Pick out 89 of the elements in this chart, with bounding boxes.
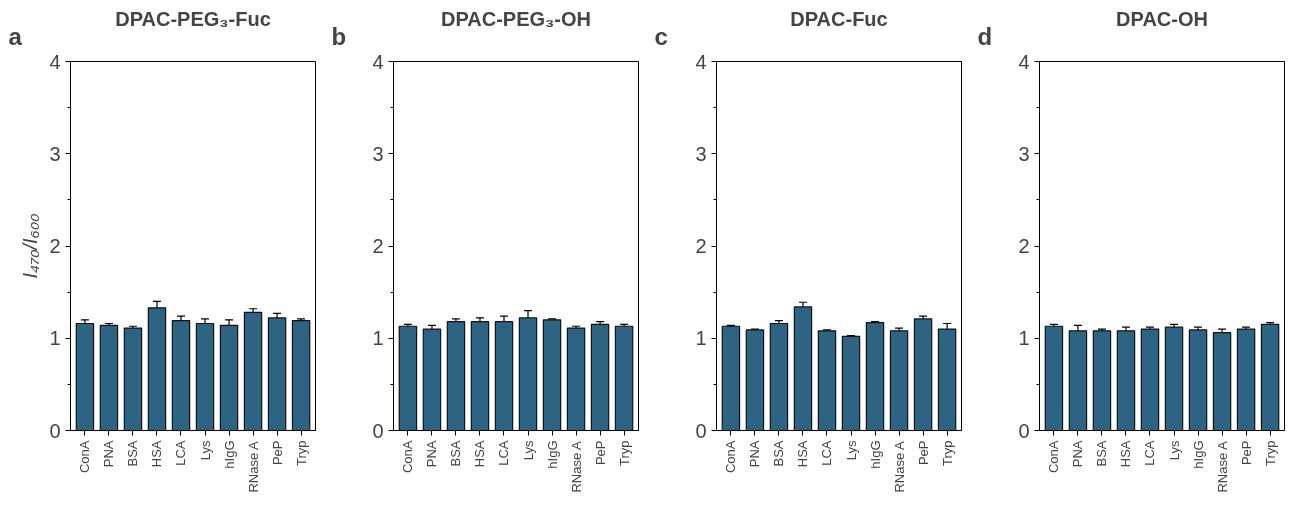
x-tick-label: Lys — [843, 440, 859, 461]
y-tick-label: 3 — [49, 142, 61, 165]
bar — [75, 322, 95, 431]
x-tick-label: hIgG — [544, 440, 560, 469]
y-tick-label: 0 — [1018, 419, 1030, 442]
x-tick-label: ConA — [77, 440, 93, 474]
x-tick-label: hIgG — [867, 440, 883, 469]
chart-title: DPAC-PEG₃-OH — [441, 7, 591, 30]
chart-title: DPAC-Fuc — [790, 7, 888, 30]
y-tick-label: 4 — [49, 50, 61, 73]
y-tick-label: 1 — [49, 327, 61, 350]
text: a — [8, 22, 23, 50]
bar — [913, 318, 933, 431]
x-tick-label: ConA — [1046, 440, 1062, 474]
y-tick-label: 0 — [49, 419, 61, 442]
x-tick-label: HSA — [1118, 440, 1134, 468]
x-tick-label: Tryp — [1262, 440, 1278, 467]
x-tick-label: hIgG — [1190, 440, 1206, 469]
x-tick-label: BSA — [448, 440, 464, 467]
x-tick-label: ConA — [723, 440, 739, 474]
x-tick-label: PeP — [269, 440, 285, 466]
y-tick-label: 1 — [695, 327, 707, 350]
y-tick-label: 0 — [372, 419, 384, 442]
bar — [889, 330, 909, 431]
bar — [291, 320, 311, 431]
y-tick-label: 2 — [49, 235, 61, 257]
y-axis-title: I₄₇₀/I₆₀₀ — [19, 213, 42, 279]
x-tick-label: Tryp — [939, 440, 955, 467]
y-tick-label: 4 — [1018, 50, 1030, 73]
text: b — [331, 22, 347, 50]
x-tick-label: BSA — [125, 440, 141, 467]
chart-title: DPAC-PEG₃-Fuc — [115, 7, 271, 30]
y-tick-label: 3 — [1018, 142, 1030, 165]
x-tick-label: RNase A — [891, 440, 907, 493]
y-tick-label: 0 — [695, 419, 707, 442]
x-tick-label: Tryp — [616, 440, 632, 467]
x-tick-label: PNA — [424, 440, 440, 468]
x-tick-label: BSA — [771, 440, 787, 467]
bar — [817, 330, 837, 431]
x-tick-label: RNase A — [245, 440, 261, 493]
x-tick-label: Lys — [1166, 440, 1182, 461]
x-tick-label: LCA — [1142, 440, 1158, 466]
x-tick-label: HSA — [149, 440, 165, 468]
y-tick-label: 1 — [1018, 327, 1030, 350]
bar — [769, 322, 789, 431]
x-tick-label: PNA — [101, 440, 117, 468]
x-tick-label: PeP — [915, 440, 931, 466]
x-tick-label: BSA — [1094, 440, 1110, 467]
x-tick-label: PNA — [747, 440, 763, 468]
y-tick-label: 2 — [1018, 235, 1030, 257]
bar — [267, 317, 287, 431]
y-tick-label: 3 — [695, 142, 707, 165]
chart-title: DPAC-OH — [1116, 7, 1208, 30]
x-tick-label: PNA — [1070, 440, 1086, 468]
x-tick-label: HSA — [795, 440, 811, 468]
bar — [937, 328, 957, 431]
bar — [793, 306, 813, 431]
x-tick-label: PeP — [592, 440, 608, 466]
y-tick-label: 2 — [695, 235, 707, 257]
x-tick-label: LCA — [496, 440, 512, 466]
x-tick-label: RNase A — [1214, 440, 1230, 493]
y-tick-label: 3 — [372, 142, 384, 165]
x-tick-label: ConA — [400, 440, 416, 474]
x-tick-label: hIgG — [221, 440, 237, 469]
x-tick-label: LCA — [819, 440, 835, 466]
y-tick-label: 4 — [372, 50, 384, 73]
bar — [745, 329, 765, 431]
bar — [841, 335, 861, 431]
bar — [865, 321, 885, 431]
bar — [721, 325, 741, 431]
bar — [147, 307, 167, 431]
y-tick-label: 1 — [372, 327, 384, 350]
bar — [243, 311, 263, 431]
bar — [219, 324, 239, 431]
y-tick-label: 2 — [372, 235, 384, 257]
x-tick-label: HSA — [472, 440, 488, 468]
y-tick-label: 4 — [695, 50, 707, 73]
text: c — [654, 22, 668, 50]
text: d — [977, 22, 993, 50]
x-tick-label: Lys — [197, 440, 213, 461]
bar — [195, 322, 215, 431]
bar — [99, 324, 119, 431]
x-tick-label: LCA — [173, 440, 189, 466]
x-tick-label: Tryp — [293, 440, 309, 467]
bar — [171, 320, 191, 431]
bar — [123, 327, 143, 431]
x-tick-label: PeP — [1238, 440, 1254, 466]
x-tick-label: Lys — [520, 440, 536, 461]
x-tick-label: RNase A — [568, 440, 584, 493]
